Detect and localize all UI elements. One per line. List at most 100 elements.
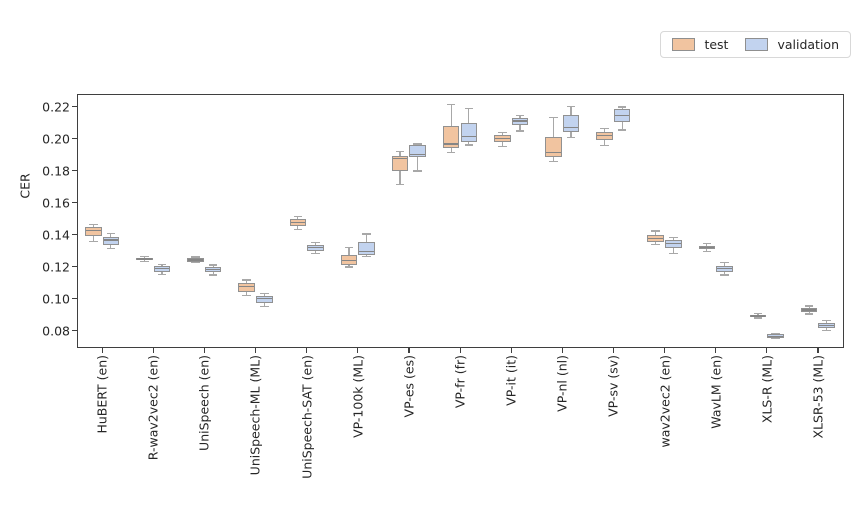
x-tick-mark: [254, 348, 257, 353]
legend-label-test: test: [704, 37, 729, 52]
median-line-validation: [257, 297, 272, 299]
x-tick-label: XLS-R (ML): [759, 355, 775, 424]
median-line-validation: [563, 126, 579, 129]
median-line-test: [495, 137, 510, 139]
legend-entry-test: test: [672, 37, 728, 52]
box-test: [391, 155, 409, 171]
x-tick-label: UniSpeech-ML (ML): [247, 355, 263, 476]
median-line-validation: [461, 135, 477, 138]
whisker-cap-low-validation: [208, 274, 218, 276]
median-line-validation: [666, 242, 681, 244]
x-tick-label: VP-es (es): [401, 355, 417, 418]
box-test: [340, 255, 358, 265]
x-tick-label: VP-fr (fr): [452, 355, 468, 409]
whisker-cap-low-validation: [311, 252, 320, 254]
x-tick-mark: [357, 348, 359, 353]
whisker-cap-high-validation: [771, 332, 780, 335]
whisker-validation: [417, 143, 419, 171]
whisker-cap-low-test: [395, 184, 405, 186]
median-line-test: [699, 246, 715, 248]
whisker-cap-high-test: [293, 215, 303, 218]
whisker-cap-low-validation: [720, 274, 729, 276]
y-tick-mark: [72, 234, 77, 236]
whisker-cap-high-validation: [617, 106, 627, 108]
whisker-cap-high-test: [344, 246, 354, 248]
whisker-cap-high-validation: [311, 242, 320, 244]
box-test: [238, 283, 255, 292]
x-tick-mark: [510, 348, 512, 353]
whisker-cap-low-test: [702, 251, 712, 253]
median-line-validation: [717, 267, 732, 269]
median-line-validation: [103, 239, 119, 241]
whisker-cap-high-validation: [208, 264, 218, 266]
box-test: [442, 125, 460, 149]
whisker-cap-high-test: [242, 279, 251, 281]
whisker-cap-high-test: [702, 242, 712, 244]
plot-area: [76, 93, 844, 348]
median-line-test: [801, 309, 817, 311]
whisker-cap-low-test: [651, 243, 660, 245]
median-line-test: [750, 315, 766, 317]
median-line-test: [239, 286, 254, 288]
median-line-validation: [154, 267, 170, 269]
x-tick-label: XLSR-53 (ML): [810, 355, 826, 439]
box-validation: [562, 114, 580, 132]
y-tick-label: 0.08: [42, 323, 70, 339]
median-line-test: [597, 134, 612, 137]
x-tick-label: UniSpeech (en): [196, 355, 212, 451]
median-line-validation: [308, 246, 323, 248]
x-tick-mark: [715, 348, 717, 353]
box-test: [545, 136, 562, 157]
x-tick-label: WavLM (en): [708, 355, 724, 429]
whisker-cap-high-validation: [260, 292, 269, 294]
y-tick-mark: [72, 266, 77, 268]
whisker-cap-low-validation: [566, 137, 576, 139]
median-line-test: [392, 157, 408, 159]
whisker-cap-high-validation: [515, 114, 525, 117]
x-tick-label: HuBERT (en): [94, 355, 110, 434]
whisker-cap-high-test: [600, 128, 609, 130]
x-tick-label: R-wav2vec2 (en): [145, 355, 161, 461]
whisker-cap-high-test: [140, 256, 149, 258]
whisker-cap-low-test: [293, 228, 303, 230]
x-tick-mark: [306, 348, 308, 353]
whisker-cap-high-test: [804, 305, 814, 307]
y-tick-label: 0.10: [42, 291, 70, 307]
median-line-validation: [205, 268, 221, 270]
median-line-validation: [512, 120, 528, 122]
whisker-cap-low-validation: [464, 144, 474, 146]
whisker-cap-low-validation: [106, 247, 116, 249]
whisker-cap-high-validation: [720, 262, 729, 264]
median-line-test: [546, 151, 561, 153]
median-line-validation: [410, 153, 425, 156]
whisker-cap-low-validation: [822, 329, 831, 331]
whisker-cap-high-test: [395, 151, 405, 153]
x-tick-label: VP-nl (nl): [554, 355, 570, 412]
whisker-cap-high-validation: [464, 107, 474, 109]
median-line-test: [290, 221, 306, 223]
whisker-cap-low-test: [600, 145, 609, 147]
whisker-cap-low-validation: [617, 129, 627, 131]
whisker-cap-low-validation: [669, 252, 678, 254]
x-tick-mark: [664, 348, 666, 353]
box-test: [85, 227, 102, 237]
legend-label-validation: validation: [777, 37, 839, 52]
whisker-cap-high-validation: [822, 320, 831, 322]
legend: test validation: [660, 31, 851, 58]
whisker-cap-high-test: [498, 131, 507, 133]
y-tick-label: 0.12: [42, 259, 70, 275]
whisker-cap-high-test: [651, 230, 660, 232]
x-tick-label: VP-sv (sv): [605, 355, 621, 417]
x-tick-label: VP-100k (ML): [350, 355, 366, 438]
y-tick-label: 0.16: [42, 195, 70, 211]
x-tick-mark: [766, 348, 768, 353]
y-tick-mark: [72, 298, 77, 300]
whisker-cap-high-test: [446, 103, 456, 105]
legend-entry-validation: validation: [745, 37, 839, 52]
whisker-cap-high-validation: [413, 143, 422, 145]
whisker-cap-low-test: [89, 241, 98, 243]
x-tick-label: wav2vec2 (en): [657, 355, 673, 448]
test-color-swatch: [672, 38, 696, 51]
whisker-cap-low-test: [753, 317, 763, 319]
